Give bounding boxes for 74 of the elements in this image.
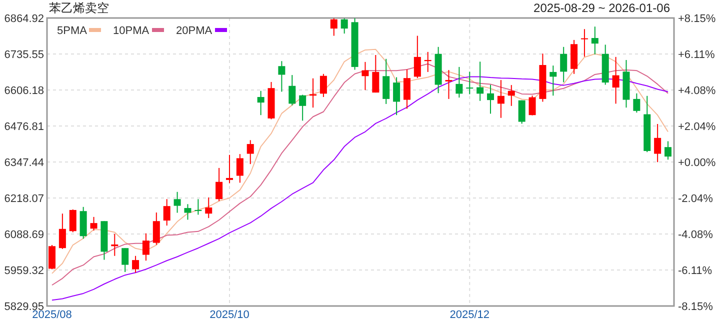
candlestick (654, 124, 662, 163)
x-tick-label: 2025/08 (32, 309, 72, 320)
legend-label: 10PMA (113, 24, 150, 37)
candlestick (163, 198, 170, 226)
y2-tick-label: +2.04% (678, 120, 716, 133)
y2-tick-label: -6.11% (678, 264, 712, 277)
y-tick-label: 6864.92 (4, 12, 44, 25)
y2-tick-label: +6.11% (678, 48, 716, 61)
y-tick-label: 6218.07 (4, 192, 44, 205)
candlestick (612, 56, 620, 104)
candlestick (560, 46, 568, 83)
candlestick (330, 18, 338, 36)
candlestick (393, 76, 400, 116)
candlestick (236, 154, 244, 184)
candlestick (340, 18, 348, 34)
chart-subtitle: 2025-08-29 ~ 2026-01-06 (534, 1, 670, 15)
candlestick (508, 84, 515, 106)
candlestick (466, 71, 474, 95)
candlestick (257, 90, 264, 116)
candlestick (372, 54, 380, 94)
candlestick (382, 58, 390, 104)
y-tick-label: 5959.32 (4, 264, 44, 277)
y2-tick-label: -4.08% (678, 228, 714, 241)
candlestick (528, 95, 536, 116)
candlestick (497, 80, 504, 118)
y2-tick-label: +4.08% (678, 84, 716, 97)
candlestick (48, 244, 56, 270)
candlestick (216, 167, 223, 202)
candlestick (58, 213, 66, 250)
legend-label: 5PMA (57, 24, 88, 37)
candlestick (550, 65, 557, 96)
candlestick (456, 66, 463, 98)
candlestick (226, 154, 233, 184)
candlestick (278, 60, 286, 92)
candlestick (476, 61, 484, 102)
candlestick (90, 216, 98, 232)
candlestick (174, 191, 181, 214)
candlestick (288, 74, 296, 106)
candlestick (205, 196, 212, 219)
y-tick-label: 6347.44 (4, 156, 44, 169)
candlestick (424, 51, 432, 72)
y2-tick-label: +0.00% (678, 156, 716, 169)
y-tick-label: 6735.55 (4, 48, 44, 61)
candlestick (194, 198, 202, 216)
y-tick-label: 6088.69 (4, 228, 44, 241)
candlestick (445, 70, 452, 100)
candlestick (403, 68, 410, 110)
candlestick (518, 100, 526, 124)
candlestick (487, 84, 494, 114)
candlestick (664, 140, 672, 160)
candlestick (320, 73, 327, 98)
legend-label: 20PMA (176, 24, 213, 37)
x-tick-label: 2025/12 (450, 309, 490, 320)
y2-tick-label: +8.15% (678, 12, 716, 25)
chart-title: 苯乙烯卖空 (49, 1, 109, 15)
candlestick (414, 35, 421, 79)
candlestick (142, 232, 150, 262)
candlestick (580, 28, 588, 58)
candlestick (152, 212, 160, 246)
candlestick (310, 78, 317, 108)
x-tick-label: 2025/10 (210, 309, 250, 320)
y2-tick-label: -2.04% (678, 192, 714, 205)
candlestick (184, 204, 192, 220)
y2-tick-label: -8.15% (678, 300, 714, 313)
candlestick (246, 140, 254, 165)
y-tick-label: 6606.18 (4, 84, 44, 97)
candlestick (362, 61, 369, 91)
candlestick (591, 26, 598, 55)
y-tick-label: 6476.81 (4, 120, 44, 133)
candlestick (299, 94, 306, 122)
candlestick (122, 248, 129, 273)
candlestick (633, 92, 640, 114)
candlestick (132, 255, 140, 274)
candlestick (69, 208, 76, 233)
